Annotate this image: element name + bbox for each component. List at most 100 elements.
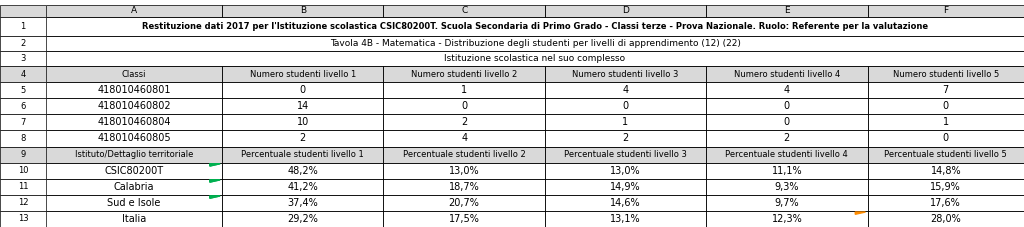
Bar (222, 163, 383, 179)
Bar (383, 211, 545, 227)
Text: Numero studenti livello 5: Numero studenti livello 5 (893, 69, 998, 79)
Text: 12: 12 (17, 198, 29, 207)
Text: 6: 6 (20, 102, 26, 111)
Text: 418010460804: 418010460804 (97, 117, 171, 127)
Bar (867, 146, 1024, 163)
Bar (867, 114, 1024, 131)
Bar (222, 82, 383, 98)
Text: 14,6%: 14,6% (610, 198, 641, 208)
Text: 37,4%: 37,4% (288, 198, 318, 208)
Bar (867, 82, 1024, 98)
Text: 8: 8 (20, 134, 26, 143)
Bar (0, 66, 46, 82)
Bar (222, 66, 383, 82)
Bar (222, 195, 383, 211)
Bar (707, 146, 867, 163)
Bar (46, 82, 222, 98)
Bar (707, 98, 867, 114)
Bar (383, 179, 545, 195)
Bar (0, 114, 46, 131)
Text: F: F (943, 6, 948, 15)
Bar (383, 131, 545, 146)
Bar (46, 146, 222, 163)
Bar (222, 5, 383, 17)
Text: 9,3%: 9,3% (774, 182, 799, 192)
Bar (707, 5, 867, 17)
Bar (222, 98, 383, 114)
Text: 14,9%: 14,9% (610, 182, 641, 192)
Bar (545, 211, 707, 227)
Bar (707, 114, 867, 131)
Bar (545, 98, 707, 114)
Bar (545, 146, 707, 163)
Bar (867, 179, 1024, 195)
Bar (707, 131, 867, 146)
Text: 0: 0 (943, 133, 949, 143)
Text: Numero studenti livello 2: Numero studenti livello 2 (411, 69, 517, 79)
Text: 418010460802: 418010460802 (97, 101, 171, 111)
Bar (383, 195, 545, 211)
Bar (46, 52, 1024, 66)
Bar (545, 114, 707, 131)
Bar (222, 114, 383, 131)
Bar (707, 146, 867, 163)
Text: 0: 0 (783, 117, 790, 127)
Text: 4: 4 (20, 69, 26, 79)
Bar (545, 163, 707, 179)
Bar (383, 66, 545, 82)
Bar (867, 82, 1024, 98)
Text: 1: 1 (943, 117, 949, 127)
Bar (46, 179, 222, 195)
Bar (383, 195, 545, 211)
Polygon shape (210, 196, 220, 198)
Text: 10: 10 (17, 166, 29, 175)
Bar (222, 114, 383, 131)
Text: 28,0%: 28,0% (931, 214, 962, 224)
Bar (545, 179, 707, 195)
Bar (0, 163, 46, 179)
Text: Calabria: Calabria (114, 182, 155, 192)
Bar (222, 131, 383, 146)
Text: Italia: Italia (122, 214, 146, 224)
Bar (46, 131, 222, 146)
Bar (383, 98, 545, 114)
Bar (867, 98, 1024, 114)
Bar (222, 66, 383, 82)
Text: E: E (784, 6, 790, 15)
Bar (383, 66, 545, 82)
Text: 418010460801: 418010460801 (97, 85, 171, 95)
Bar (383, 82, 545, 98)
Bar (46, 211, 222, 227)
Bar (383, 146, 545, 163)
Bar (867, 163, 1024, 179)
Bar (222, 131, 383, 146)
Bar (46, 98, 222, 114)
Text: D: D (622, 6, 629, 15)
Bar (0, 5, 46, 17)
Bar (0, 211, 46, 227)
Text: 4: 4 (783, 85, 790, 95)
Bar (46, 5, 222, 17)
Text: Numero studenti livello 3: Numero studenti livello 3 (572, 69, 679, 79)
Text: 3: 3 (20, 54, 26, 63)
Polygon shape (210, 180, 220, 182)
Bar (545, 82, 707, 98)
Bar (545, 82, 707, 98)
Text: Numero studenti livello 1: Numero studenti livello 1 (250, 69, 356, 79)
Text: 5: 5 (20, 86, 26, 95)
Text: Istituzione scolastica nel suo complesso: Istituzione scolastica nel suo complesso (444, 54, 626, 63)
Text: 7: 7 (20, 118, 26, 127)
Text: 9,7%: 9,7% (774, 198, 799, 208)
Bar (707, 179, 867, 195)
Bar (545, 146, 707, 163)
Bar (545, 131, 707, 146)
Bar (867, 146, 1024, 163)
Bar (46, 195, 222, 211)
Text: Tavola 4B - Matematica - Distribuzione degli studenti per livelli di apprendimen: Tavola 4B - Matematica - Distribuzione d… (330, 39, 740, 48)
Text: 1: 1 (461, 85, 467, 95)
Bar (707, 211, 867, 227)
Text: 0: 0 (943, 101, 949, 111)
Polygon shape (210, 164, 220, 166)
Bar (545, 114, 707, 131)
Bar (707, 131, 867, 146)
